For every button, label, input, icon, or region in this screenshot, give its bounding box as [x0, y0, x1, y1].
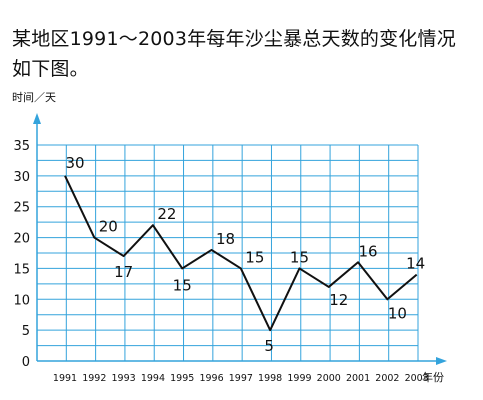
data-label: 20	[99, 218, 118, 236]
x-tick-label: 2000	[317, 373, 341, 384]
data-label: 17	[114, 263, 133, 281]
x-tick-label: 2002	[375, 373, 399, 384]
data-label: 15	[245, 248, 264, 266]
x-tick-label: 1996	[199, 373, 223, 384]
y-tick-label: 10	[13, 293, 30, 308]
y-tick-label: 35	[13, 139, 30, 154]
data-label: 14	[406, 255, 425, 273]
data-label: 18	[216, 230, 235, 248]
data-label: 15	[290, 248, 309, 266]
y-tick-label: 0	[22, 355, 30, 370]
x-tick-label: 1993	[112, 373, 136, 384]
y-axis-label: 时间／天	[12, 91, 56, 104]
chart-labels: 时间／天年份 0 5 10 15 20 25 30 35 1991 1992 1993 1994 1995…	[12, 91, 444, 384]
y-tick-label: 20	[13, 232, 30, 247]
data-label: 15	[173, 276, 192, 294]
x-tick-label: 2003	[405, 373, 429, 384]
y-tick-label: 30	[13, 170, 30, 185]
x-tick-label: 1992	[82, 373, 106, 384]
chart-grid	[36, 144, 419, 362]
data-label: 16	[359, 242, 378, 260]
x-tick-label: 1997	[229, 373, 253, 384]
series-line	[64, 175, 418, 332]
x-tick-label: 1998	[258, 373, 282, 384]
chart-series	[64, 175, 418, 332]
x-tick-label: 1994	[141, 373, 165, 384]
data-label: 30	[65, 154, 84, 172]
data-label: 22	[157, 205, 176, 223]
data-label: 10	[388, 304, 407, 322]
data-label: 5	[264, 337, 274, 355]
data-label: 12	[329, 291, 348, 309]
y-tick-label: 15	[13, 262, 30, 277]
chart-axes	[33, 113, 447, 365]
y-axis-arrow	[33, 113, 41, 124]
x-axis-arrow	[436, 357, 447, 365]
x-tick-label: 1995	[170, 373, 194, 384]
y-tick-label: 25	[13, 201, 30, 216]
y-tick-label: 5	[22, 324, 30, 339]
intro-text: 某地区1991～2003年每年沙尘暴总天数的变化情况如下图。	[12, 28, 456, 80]
x-tick-label: 1999	[287, 373, 311, 384]
x-tick-label: 1991	[53, 373, 77, 384]
x-tick-label: 2001	[346, 373, 370, 384]
x-axis-label: 年份	[422, 370, 444, 384]
